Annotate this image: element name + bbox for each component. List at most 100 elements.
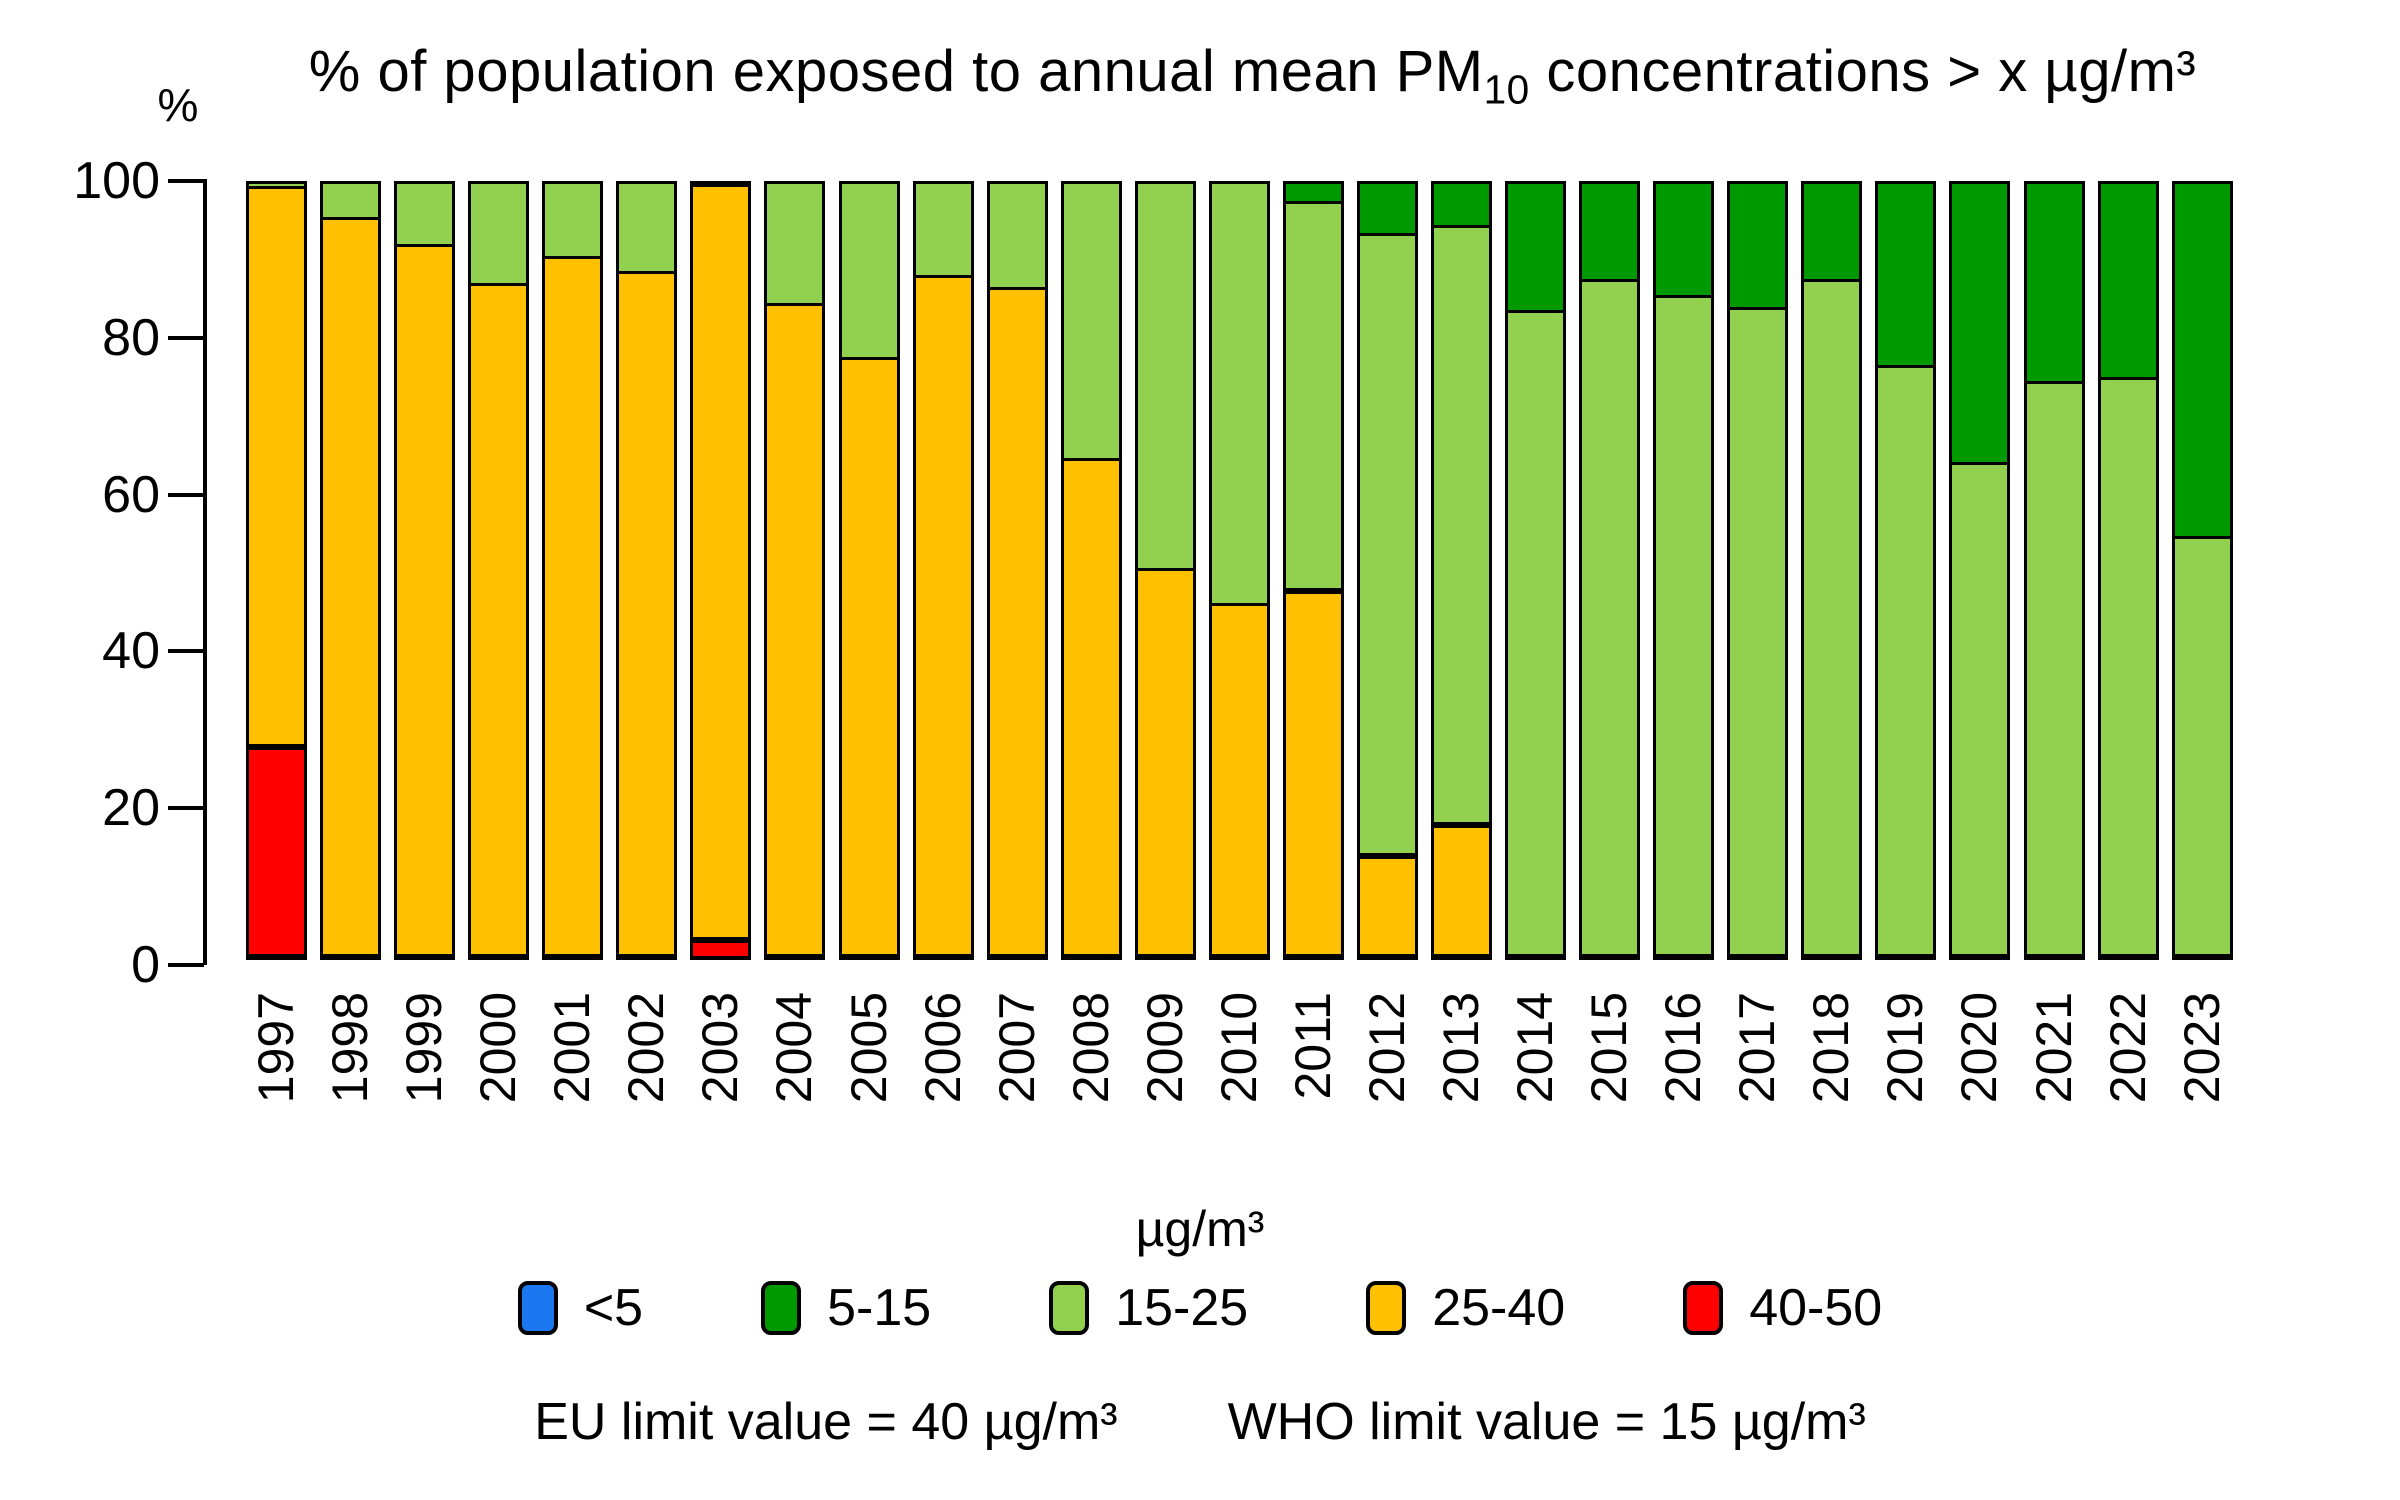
bar-1997-segment-25-40: [246, 188, 307, 750]
year-label-text-2009: 2009: [1136, 992, 1193, 1104]
bar-2019-segment-15-25: [1875, 367, 1937, 960]
legend-item-<5: <5: [517, 1278, 644, 1338]
year-label-text-2019: 2019: [1877, 992, 1934, 1104]
bar-1999: [394, 181, 456, 960]
bar-2011: [1282, 181, 1344, 960]
bar-2017: [1727, 181, 1789, 960]
bar-2010: [1208, 181, 1270, 960]
year-label-2019: 2019: [1875, 992, 1936, 1152]
bar-2014: [1505, 181, 1567, 960]
bar-2011-segment-25-40: [1282, 593, 1344, 960]
bar-2014-segment-15-25: [1505, 313, 1567, 960]
legend-swatch-25-40: [1366, 1281, 1407, 1335]
year-label-text-2005: 2005: [840, 992, 897, 1104]
bar-1998: [320, 181, 382, 960]
bar-2000-segment-25-40: [468, 286, 530, 960]
bar-2010-segment-15-25: [1208, 181, 1270, 606]
year-label-text-2002: 2002: [618, 992, 675, 1104]
bar-2022: [2097, 181, 2159, 960]
year-label-text-2021: 2021: [2025, 992, 2082, 1104]
year-label-text-2004: 2004: [766, 992, 823, 1104]
bar-2015-segment-5-15: [1579, 181, 1641, 283]
year-label-text-2010: 2010: [1210, 992, 1267, 1104]
chart-title-subscript: 10: [1483, 66, 1530, 113]
bar-2012: [1356, 181, 1418, 960]
bar-2020-segment-5-15: [1949, 181, 2011, 466]
bar-2006-segment-25-40: [912, 278, 974, 960]
legend-item-15-25: 15-25: [1049, 1278, 1248, 1338]
bar-2009: [1134, 181, 1196, 960]
year-label-2016: 2016: [1653, 992, 1714, 1152]
bar-2001: [542, 181, 604, 960]
year-label-text-1999: 1999: [396, 992, 453, 1104]
y-tick-label-100: 100: [73, 152, 160, 210]
bar-2018: [1801, 181, 1863, 960]
year-label-text-2013: 2013: [1433, 992, 1489, 1104]
legend-item-25-40: 25-40: [1366, 1278, 1565, 1338]
bar-2018-segment-5-15: [1801, 181, 1863, 283]
chart-title: % of population exposed to annual mean P…: [215, 38, 2290, 114]
year-label-text-1997: 1997: [248, 992, 304, 1104]
y-tick-mark-60: [168, 492, 204, 497]
year-label-2017: 2017: [1727, 992, 1788, 1152]
year-label-text-2016: 2016: [1655, 992, 1712, 1104]
y-tick-label-40: 40: [102, 622, 160, 681]
year-label-text-2015: 2015: [1581, 992, 1638, 1104]
bar-2016-segment-15-25: [1653, 297, 1715, 960]
chart-title-suffix: concentrations > x µg/m³: [1529, 39, 2197, 104]
year-label-2009: 2009: [1135, 992, 1196, 1152]
bar-plot-area: [246, 181, 2233, 960]
legend-label-15-25: 15-25: [1115, 1279, 1249, 1337]
bar-2020: [1949, 181, 2011, 960]
year-label-text-2012: 2012: [1358, 992, 1415, 1104]
bar-2005-segment-15-25: [838, 181, 900, 361]
year-label-text-2006: 2006: [914, 992, 971, 1104]
legend-label-5-15: 5-15: [827, 1279, 932, 1337]
bar-2004-segment-15-25: [764, 181, 826, 306]
year-label-text-2003: 2003: [692, 992, 749, 1104]
year-label-1997: 1997: [246, 992, 307, 1152]
bar-2006: [912, 181, 974, 960]
bar-2009-segment-25-40: [1134, 570, 1196, 960]
bar-2001-segment-25-40: [542, 258, 604, 960]
year-label-2003: 2003: [690, 992, 751, 1152]
bar-2003-segment-15-25: [690, 181, 752, 187]
bar-2002-segment-25-40: [616, 274, 678, 960]
year-label-text-2020: 2020: [1951, 992, 2008, 1104]
bar-2000: [468, 181, 530, 960]
bar-2007: [986, 181, 1048, 960]
bar-1999-segment-15-25: [394, 181, 456, 248]
legend-label-25-40: 25-40: [1432, 1279, 1566, 1337]
bar-1997-segment-40-50: [246, 749, 307, 960]
bar-2012-segment-5-15: [1356, 181, 1418, 236]
year-label-text-2022: 2022: [2099, 992, 2156, 1104]
bar-2016: [1653, 181, 1715, 960]
bar-1998-segment-15-25: [320, 181, 382, 220]
bar-2023-segment-15-25: [2171, 539, 2233, 960]
x-axis-year-labels: 1997 1998 1999 2000 2001 2002 2003 2004 2005 2006…: [246, 992, 2233, 1152]
year-label-2022: 2022: [2098, 992, 2159, 1152]
year-label-2006: 2006: [913, 992, 974, 1152]
bar-2017-segment-5-15: [1727, 181, 1789, 310]
bar-2015: [1579, 181, 1641, 960]
bar-2007-segment-15-25: [986, 181, 1048, 291]
year-label-text-2007: 2007: [988, 992, 1045, 1104]
y-tick-mark-0: [168, 963, 204, 967]
bar-2001-segment-15-25: [542, 181, 604, 259]
legend-swatch-<5: [517, 1281, 558, 1335]
bar-2019: [1875, 181, 1937, 960]
bar-2022-segment-15-25: [2097, 379, 2159, 960]
eu-limit-note: EU limit value = 40 µg/m³: [534, 1393, 1118, 1451]
bar-2012-segment-25-40: [1356, 858, 1418, 960]
bar-2023: [2171, 181, 2233, 960]
bar-2004: [764, 181, 826, 960]
year-label-text-2023: 2023: [2173, 992, 2230, 1104]
year-label-text-2018: 2018: [1803, 992, 1860, 1104]
y-tick-mark-20: [168, 806, 204, 811]
bar-2005-segment-25-40: [838, 360, 900, 960]
bar-2021-segment-15-25: [2023, 383, 2085, 960]
legend-label-40-50: 40-50: [1749, 1279, 1883, 1337]
legend-label-<5: <5: [583, 1279, 644, 1337]
bar-2021-segment-5-15: [2023, 181, 2085, 384]
